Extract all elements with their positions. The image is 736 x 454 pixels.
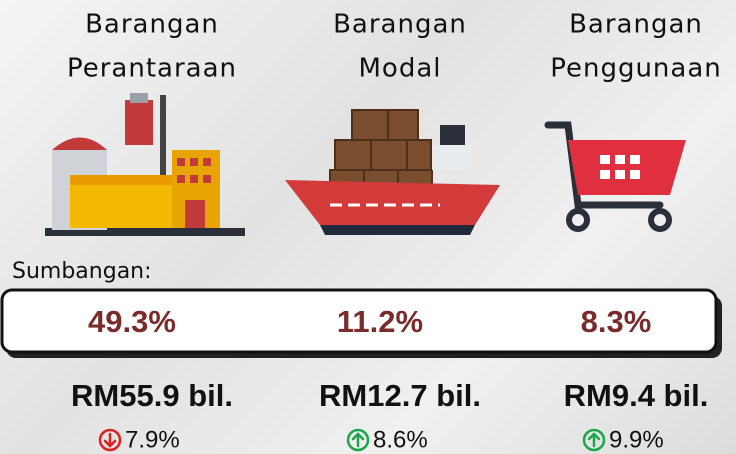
ship-icon	[285, 109, 500, 235]
change-icon	[346, 428, 370, 452]
change-icon	[582, 428, 606, 452]
share: 49.3%	[88, 304, 176, 339]
column-title: Barangan	[333, 10, 467, 40]
column-title: Penggunaan	[550, 54, 722, 84]
column-title: Perantaraan	[67, 54, 237, 84]
change-arrow	[103, 432, 117, 448]
column-title: Barangan	[85, 10, 219, 40]
share: 11.2%	[337, 304, 423, 339]
change: 7.9%	[125, 426, 180, 453]
share: 8.3%	[581, 304, 652, 339]
change-arrow	[351, 432, 365, 448]
trade-value: RM9.4 bil.	[564, 378, 709, 413]
share-box	[0, 288, 718, 354]
trade-value: RM55.9 bil.	[71, 378, 233, 413]
trade-value: RM12.7 bil.	[319, 378, 481, 413]
contribution-label: Sumbangan:	[12, 259, 152, 284]
change: 8.6%	[373, 426, 428, 453]
factory-icon	[45, 93, 245, 236]
change-arrow	[587, 432, 601, 448]
cart-icon	[544, 121, 686, 232]
change: 9.9%	[609, 426, 664, 453]
column-title: Modal	[359, 54, 442, 84]
change-icon	[98, 428, 122, 452]
column-title: Barangan	[569, 10, 703, 40]
